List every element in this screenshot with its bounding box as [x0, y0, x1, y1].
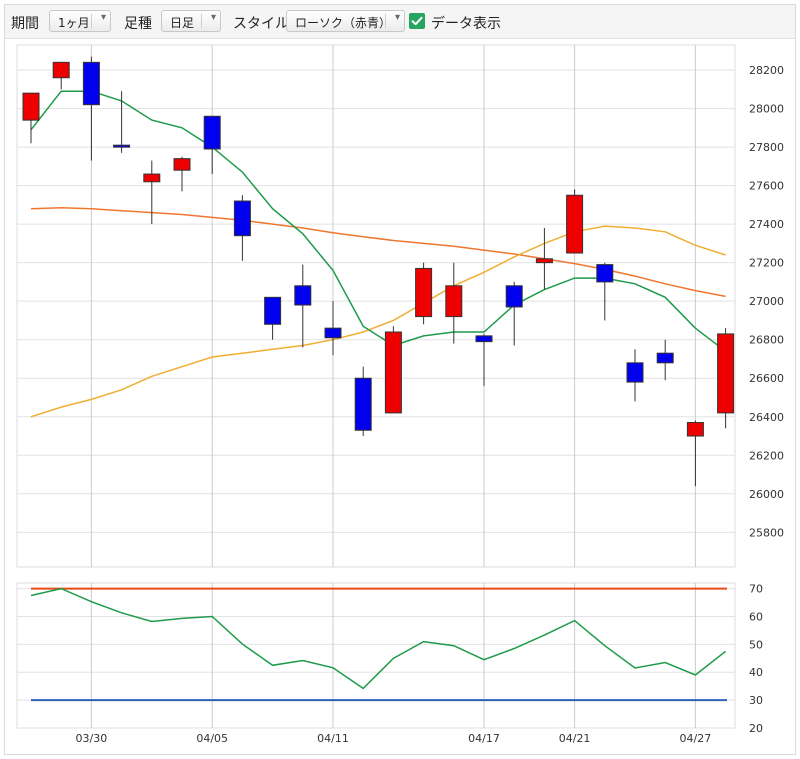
select-divider — [201, 14, 202, 28]
period-select-value: 1ヶ月 — [58, 16, 90, 30]
osc-tick-label: 70 — [749, 583, 763, 596]
price-tick-label: 25800 — [749, 526, 784, 539]
ma-long-line — [30, 207, 726, 298]
candle-body — [626, 362, 644, 383]
candle-body — [294, 285, 312, 306]
data-display-label[interactable]: データ表示 — [431, 16, 501, 32]
period-select[interactable]: 1ヶ月 ▾ — [49, 10, 111, 32]
candle-body — [264, 296, 282, 325]
candle-label: 足種 — [124, 16, 152, 32]
style-select[interactable]: ローソク（赤青） ▾ — [286, 10, 405, 32]
osc-tick-label: 50 — [749, 638, 763, 651]
ma-mid-line — [30, 225, 726, 418]
chart-area: 25800 26000 26200 26400 26600 26800 27000 27200… — [16, 44, 784, 745]
style-select-value: ローソク（赤青） — [295, 16, 392, 30]
price-tick-label: 26000 — [749, 488, 784, 501]
date-tick-label: 04/27 — [680, 732, 712, 745]
candle-body — [354, 377, 372, 431]
price-tick-label: 26600 — [749, 372, 784, 385]
price-tick-label: 28000 — [749, 103, 784, 116]
osc-tick-label: 40 — [749, 666, 763, 679]
period-label: 期間 — [11, 16, 39, 32]
candle-body — [82, 61, 100, 106]
candle-select-value: 日足 — [170, 16, 195, 30]
candle-body — [505, 285, 523, 308]
candle-body — [173, 158, 191, 171]
price-tick-label: 26400 — [749, 411, 784, 424]
osc-tick-label: 60 — [749, 610, 763, 623]
candle-select[interactable]: 日足 ▾ — [161, 10, 221, 32]
candle-body — [113, 144, 131, 148]
candle-body — [656, 352, 674, 364]
chevron-down-icon: ▾ — [210, 12, 216, 23]
price-tick-label: 28200 — [749, 64, 784, 77]
osc-series-line — [30, 587, 727, 690]
osc-tick-label: 20 — [749, 722, 763, 735]
price-tick-label: 27800 — [749, 141, 784, 154]
date-tick-label: 03/30 — [76, 732, 108, 745]
chevron-down-icon: ▾ — [394, 12, 400, 23]
date-tick-label: 04/11 — [317, 732, 349, 745]
candle-body — [233, 200, 251, 237]
price-tick-label: 27400 — [749, 218, 784, 231]
candle-body — [596, 264, 614, 283]
chart-toolbar: 期間 1ヶ月 ▾ 足種 日足 ▾ スタイル ローソク（赤青） ▾ データ表示 — [5, 5, 795, 39]
price-tick-label: 26200 — [749, 449, 784, 462]
date-tick-label: 04/05 — [196, 732, 228, 745]
candle-body — [384, 331, 402, 414]
price-tick-label: 26800 — [749, 334, 784, 347]
candle-body — [566, 194, 584, 254]
ma-short-line — [30, 90, 727, 352]
main-plot-frame — [16, 44, 736, 568]
candle-body — [143, 173, 161, 183]
candle-body — [717, 333, 735, 414]
candle-body — [415, 267, 433, 318]
chevron-down-icon: ▾ — [100, 12, 106, 23]
candle-body — [324, 327, 342, 339]
chart-widget: 期間 1ヶ月 ▾ 足種 日足 ▾ スタイル ローソク（赤青） ▾ データ表示 2… — [4, 4, 796, 755]
candle-body — [686, 422, 704, 437]
style-label: スタイル — [233, 16, 289, 32]
select-divider — [91, 14, 92, 28]
candle-body — [445, 285, 463, 318]
candle-body — [475, 335, 493, 343]
price-tick-label: 27000 — [749, 295, 784, 308]
price-tick-label: 27600 — [749, 180, 784, 193]
data-display-checkbox[interactable] — [409, 13, 425, 29]
candle-body — [203, 115, 221, 150]
date-tick-label: 04/21 — [559, 732, 591, 745]
select-divider — [385, 14, 386, 28]
candle-body — [22, 92, 40, 121]
price-tick-label: 27200 — [749, 257, 784, 270]
candle-body — [52, 61, 70, 79]
date-tick-label: 04/17 — [468, 732, 500, 745]
candle-body — [535, 258, 553, 264]
osc-tick-label: 30 — [749, 694, 763, 707]
check-icon — [411, 16, 423, 26]
oscillator-plot-frame — [16, 582, 736, 729]
